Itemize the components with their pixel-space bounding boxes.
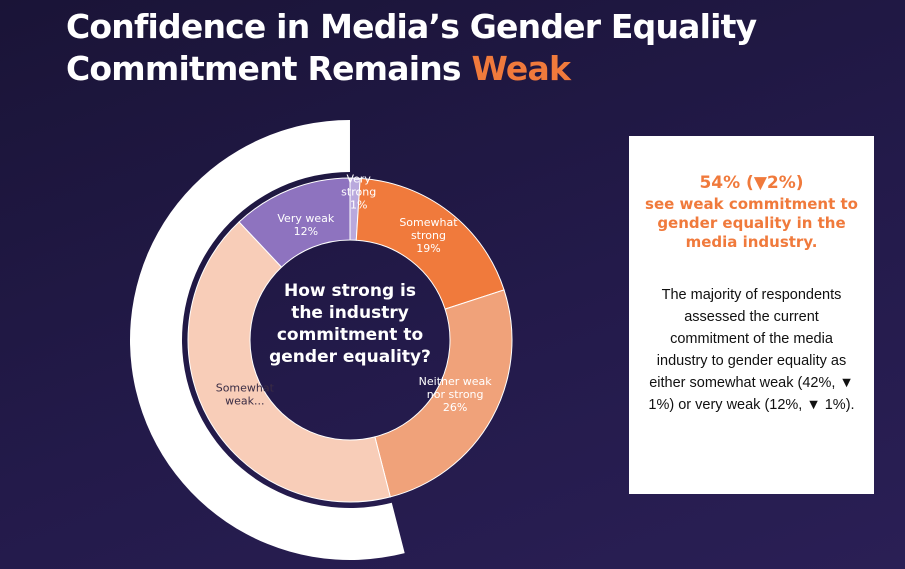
donut-slice-4 [238,177,351,268]
slice-label-2: Neither weak nor strong 26% [419,375,493,414]
donut-slice-3 [187,221,391,503]
title-line-2-lead: Commitment Remains [66,49,472,88]
slice-label-4: Very weak 12% [277,212,334,238]
donut-slice-2 [374,289,513,498]
page-title: Confidence in Media’s Gender Equality Co… [66,6,757,90]
callout-body: The majority of respondents assessed the… [648,287,855,413]
slice-label-0: Very strong 1% [341,172,376,211]
callout-headline: 54% (▼2%) see weak commitment to gender … [643,174,860,252]
callout-headline-stat: 54% (▼2%) [699,173,804,193]
callout-headline-text: see weak commitment to gender equality i… [645,195,858,251]
donut-center-question: How strong is the industry commitment to ge… [269,281,431,367]
slice-label-3: Somewhat weak... [216,381,275,407]
slice-label-1: Somewhat strong 19% [399,216,458,255]
outer-weak-highlight-arc [130,120,405,560]
title-line-1: Confidence in Media’s Gender Equality [66,7,757,46]
summary-callout: 54% (▼2%) see weak commitment to gender … [629,136,874,494]
title-accent-word: Weak [471,49,571,88]
